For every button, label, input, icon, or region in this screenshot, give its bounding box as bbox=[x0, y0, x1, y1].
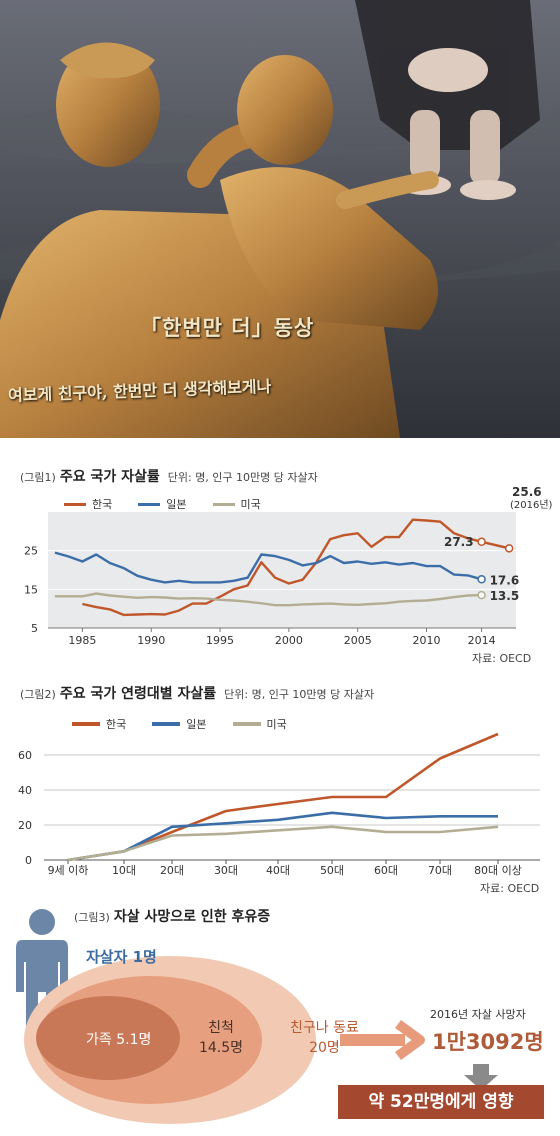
figure1-heading: (그림1) 주요 국가 자살률 단위: 명, 인구 10만명 당 자살자 bbox=[20, 466, 318, 486]
x-tick-label-3: 2000 bbox=[275, 634, 303, 647]
point-usa-2014 bbox=[477, 590, 486, 600]
label-korea-2014: 27.3 bbox=[444, 535, 474, 549]
y-tick-label-1: 15 bbox=[24, 583, 38, 596]
deaths-count: 1만3092명 bbox=[432, 1030, 544, 1054]
series2-line-japan bbox=[67, 811, 498, 862]
point-korea-2014 bbox=[477, 537, 486, 547]
figure2-tag: (그림2) bbox=[20, 688, 56, 701]
x2-tick-label-8: 80대 이상 bbox=[474, 864, 522, 877]
series-line-korea bbox=[82, 518, 510, 617]
figure1-chart: 5 15 25 1985 1990 1995 2000 2005 2010 2014 27.3 25.… bbox=[24, 485, 553, 647]
person-label: 자살자 1명 bbox=[86, 948, 157, 966]
relatives-label-line1: 친척 bbox=[208, 1020, 234, 1036]
figure2-legend: 한국 일본 미국 bbox=[72, 716, 287, 732]
friends-label-line2: 20명 bbox=[309, 1040, 340, 1056]
legend-japan-swatch bbox=[138, 502, 161, 506]
x-tick-label-6: 2014 bbox=[468, 634, 496, 647]
legend2-japan-swatch bbox=[152, 722, 181, 726]
legend2-japan-label: 일본 bbox=[186, 718, 207, 731]
x2-tick-label-1: 10대 bbox=[112, 864, 136, 877]
figure3-heading: (그림3) 자살 사망으로 인한 후유증 bbox=[74, 906, 270, 926]
arrow-head-icon bbox=[395, 1019, 425, 1061]
x-tick-label-0: 1985 bbox=[68, 634, 96, 647]
label-japan-2014: 17.6 bbox=[490, 573, 520, 587]
x-tick-label-2: 1995 bbox=[206, 634, 234, 647]
legend2-korea-swatch bbox=[72, 722, 100, 726]
legend-usa-label: 미국 bbox=[240, 498, 261, 511]
impact-banner: 약 52만명에게 영향 bbox=[338, 1085, 544, 1119]
ring-family bbox=[36, 996, 180, 1080]
header-photo: 「한번만 더」동상 여보게 친구야, 한번만 더 생각해보게나 bbox=[0, 0, 560, 438]
figure1-title: 주요 국가 자살률 bbox=[59, 469, 160, 485]
legend2-korea: 한국 bbox=[72, 716, 126, 732]
label-usa-2014: 13.5 bbox=[490, 589, 520, 603]
figure1-unit: 단위: 명, 인구 10만명 당 자살자 bbox=[167, 471, 318, 484]
y-tick-label-0: 5 bbox=[31, 622, 38, 635]
deaths-year-label: 2016년 자살 사망자 bbox=[430, 1008, 526, 1021]
y2-tick-label-1: 20 bbox=[18, 819, 32, 832]
series2-line-korea bbox=[67, 732, 499, 862]
statue-bronze bbox=[0, 42, 439, 438]
x2-tick-label-4: 40대 bbox=[266, 864, 290, 877]
x2-tick-label-0: 9세 이하 bbox=[48, 863, 89, 877]
legend2-japan: 일본 bbox=[152, 716, 207, 732]
legend2-usa-swatch bbox=[232, 722, 261, 726]
figure1-legend: 한국 일본 미국 bbox=[64, 496, 261, 512]
series2-line-usa bbox=[67, 825, 499, 862]
point-korea-2016 bbox=[504, 544, 514, 553]
x2-tick-label-3: 30대 bbox=[214, 864, 238, 877]
legend-japan: 일본 bbox=[138, 496, 187, 512]
figure2-source: 자료: OECD bbox=[480, 882, 540, 895]
series-line-usa bbox=[54, 592, 482, 607]
x2-tick-label-2: 20대 bbox=[160, 864, 184, 877]
x-tick-label-1: 1990 bbox=[137, 634, 165, 647]
legend2-usa: 미국 bbox=[232, 716, 287, 732]
relatives-label-line2: 14.5명 bbox=[198, 1040, 244, 1056]
legend-korea: 한국 bbox=[64, 496, 112, 512]
y2-tick-label-2: 40 bbox=[18, 784, 32, 797]
figure3-tag: (그림3) bbox=[74, 911, 110, 924]
point-japan-2014 bbox=[477, 575, 486, 584]
figure2-unit: 단위: 명, 인구 10만명 당 자살자 bbox=[224, 688, 375, 701]
x2-tick-label-6: 60대 bbox=[374, 864, 398, 877]
legend-usa: 미국 bbox=[212, 496, 261, 512]
series-line-japan bbox=[54, 551, 482, 584]
figure3-title: 자살 사망으로 인한 후유증 bbox=[113, 909, 271, 925]
y2-tick-label-3: 60 bbox=[18, 749, 32, 762]
friends-label-line1: 친구나 동료 bbox=[290, 1020, 359, 1036]
legend2-korea-label: 한국 bbox=[106, 718, 127, 731]
legend2-usa-label: 미국 bbox=[266, 718, 287, 731]
legend-japan-label: 일본 bbox=[166, 498, 187, 511]
family-label: 가족 5.1명 bbox=[86, 1032, 152, 1048]
label-2016-year: (2016년) bbox=[510, 499, 553, 511]
y-tick-label-2: 25 bbox=[24, 545, 38, 558]
figure2-chart: 0 20 40 60 9세 이하 10대 20대 30대 40대 50대 60대 70대 80대 이상 bbox=[18, 732, 540, 877]
relatives-label: 친척 14.5명 bbox=[196, 1018, 246, 1058]
x2-tick-label-5: 50대 bbox=[320, 864, 344, 877]
label-korea-2016: 25.6 bbox=[512, 485, 542, 499]
figure1-tag: (그림1) bbox=[20, 471, 56, 484]
x-tick-label-5: 2010 bbox=[413, 634, 441, 647]
statue-illustration bbox=[0, 0, 560, 438]
figure1-source: 자료: OECD bbox=[472, 652, 532, 665]
figure2-heading: (그림2) 주요 국가 연령대별 자살률 단위: 명, 인구 10만명 당 자살자 bbox=[20, 683, 374, 703]
legend-korea-swatch bbox=[64, 502, 86, 506]
y2-tick-label-0: 0 bbox=[25, 854, 32, 867]
figure3-diagram bbox=[16, 909, 498, 1124]
statue-caption-title: 「한번만 더」동상 bbox=[140, 315, 315, 340]
legend-korea-label: 한국 bbox=[92, 498, 113, 511]
legend-usa-swatch bbox=[212, 502, 235, 506]
x-tick-label-4: 2005 bbox=[344, 634, 372, 647]
friends-label: 친구나 동료 20명 bbox=[290, 1018, 359, 1058]
seated-person bbox=[355, 0, 540, 200]
arrow-down-icon bbox=[464, 1064, 498, 1090]
x2-tick-label-7: 70대 bbox=[428, 864, 452, 877]
figure2-title: 주요 국가 연령대별 자살률 bbox=[59, 686, 217, 702]
